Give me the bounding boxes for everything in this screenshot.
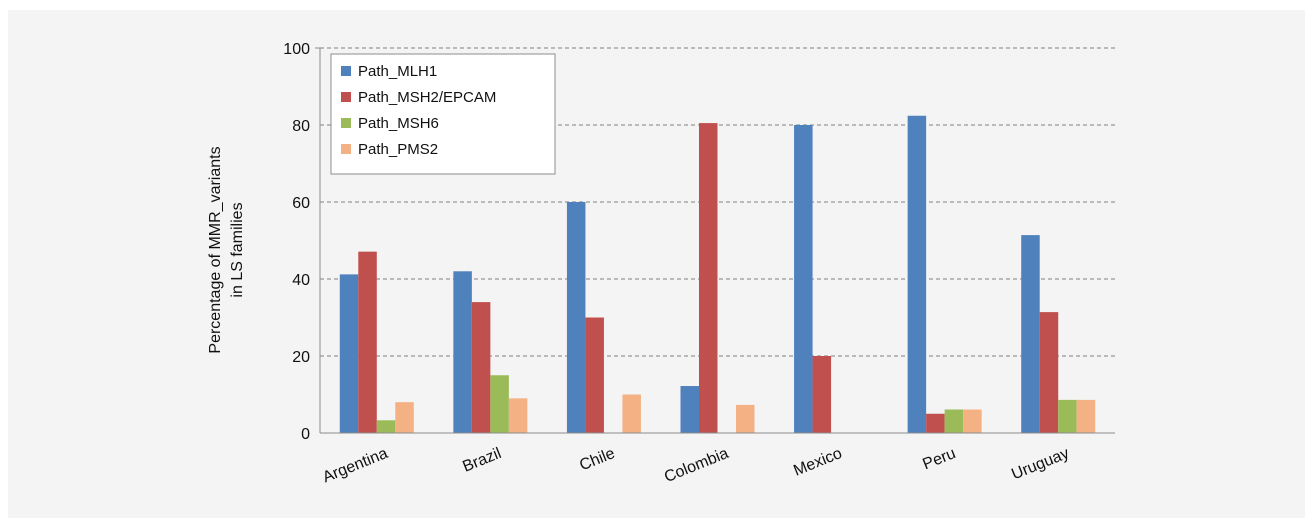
bar — [944, 409, 964, 433]
bar — [699, 123, 718, 433]
bar — [376, 420, 396, 433]
bar — [453, 271, 472, 433]
y-axis-title-line-1: Percentage of MMR_variants — [207, 146, 224, 353]
bar — [736, 404, 755, 433]
y-tick-label: 100 — [283, 41, 310, 58]
y-tick-label: 80 — [292, 118, 310, 135]
y-tick-label: 0 — [301, 426, 310, 443]
legend-swatch — [341, 144, 351, 154]
legend-swatch — [341, 66, 351, 76]
bar — [907, 115, 927, 433]
bar — [812, 356, 832, 433]
x-tick-labels: Argentina Brazil Chile Colombia Mexico Peru Ur… — [320, 445, 1071, 486]
bar — [339, 274, 359, 433]
bar-chart: Percentage of MMR_variants in LS familie… — [207, 41, 1115, 486]
y-tick-label: 60 — [292, 195, 310, 212]
bar — [566, 202, 586, 433]
axes — [315, 47, 1115, 434]
x-tick-label: Colombia — [662, 445, 731, 486]
legend-label: Path_MSH6 — [358, 115, 439, 132]
bar — [1021, 235, 1040, 433]
bar — [471, 302, 491, 433]
legend: Path_MLH1 Path_MSH2/EPCAM Path_MSH6 Path_PM… — [330, 53, 556, 175]
bar — [680, 386, 699, 433]
x-tick-label: Brazil — [460, 445, 503, 476]
bar — [794, 125, 813, 433]
legend-label: Path_MSH2/EPCAM — [358, 89, 496, 106]
bar — [508, 398, 528, 433]
bar — [490, 375, 509, 433]
legend-swatch — [341, 118, 351, 128]
bar — [926, 413, 945, 433]
y-tick-label: 20 — [292, 349, 310, 366]
x-tick-label: Peru — [920, 445, 958, 473]
bars — [339, 115, 1096, 433]
legend-label: Path_MLH1 — [358, 63, 437, 80]
bar — [1058, 399, 1077, 433]
bar — [963, 409, 982, 433]
chart-frame: Percentage of MMR_variants in LS familie… — [8, 10, 1305, 518]
legend-label: Path_PMS2 — [358, 141, 438, 158]
bar — [1039, 312, 1059, 433]
bar — [622, 394, 641, 433]
legend-box — [330, 53, 556, 175]
y-tick-labels: 0 20 40 60 80 100 — [283, 41, 310, 443]
x-tick-label: Chile — [577, 445, 617, 474]
y-axis-title-line-2: in LS families — [229, 202, 246, 297]
x-tick-label: Uruguay — [1009, 445, 1071, 483]
bar — [358, 251, 377, 433]
x-tick-label: Mexico — [791, 445, 844, 480]
bar — [1076, 399, 1096, 433]
x-tick-label: Argentina — [320, 445, 390, 486]
bar — [395, 402, 414, 433]
y-tick-label: 40 — [292, 272, 310, 289]
bar — [585, 317, 604, 433]
legend-swatch — [341, 92, 351, 102]
